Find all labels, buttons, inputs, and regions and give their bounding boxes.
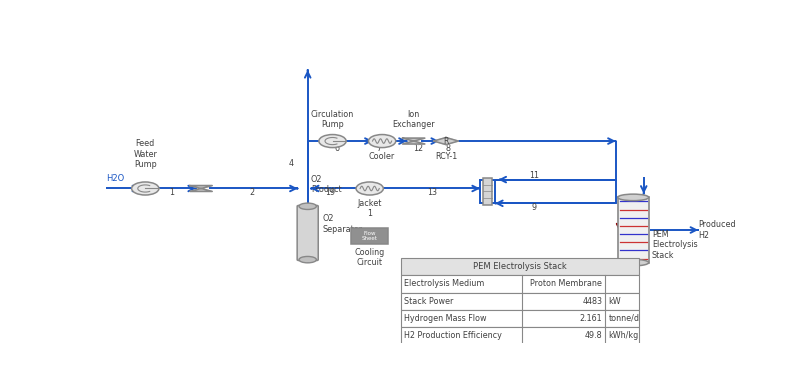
- Text: Circulation
Pump: Circulation Pump: [311, 110, 354, 129]
- Circle shape: [356, 182, 383, 195]
- Bar: [401, 293, 639, 310]
- Bar: [401, 275, 639, 293]
- Polygon shape: [402, 141, 425, 144]
- Text: 19: 19: [326, 188, 336, 198]
- Text: RCY-1: RCY-1: [435, 152, 457, 161]
- Text: 13: 13: [427, 188, 438, 198]
- Text: Produced
H2: Produced H2: [698, 220, 736, 240]
- Circle shape: [369, 134, 396, 147]
- Text: 8: 8: [446, 144, 451, 153]
- Bar: [618, 198, 649, 263]
- Text: Jacket
1: Jacket 1: [358, 199, 382, 218]
- Ellipse shape: [618, 194, 649, 201]
- Polygon shape: [402, 138, 425, 141]
- Text: Stack Power: Stack Power: [404, 297, 453, 306]
- Bar: [401, 258, 639, 275]
- Text: 2: 2: [250, 188, 254, 198]
- Text: 2.161: 2.161: [579, 314, 602, 323]
- Text: H2 Production Efficiency: H2 Production Efficiency: [404, 331, 502, 340]
- Ellipse shape: [299, 203, 316, 209]
- Circle shape: [132, 182, 159, 195]
- Bar: [482, 178, 493, 205]
- Text: 11: 11: [529, 171, 539, 180]
- Ellipse shape: [618, 259, 649, 266]
- Text: 9: 9: [531, 203, 537, 212]
- Text: Flow
Sheet: Flow Sheet: [362, 231, 378, 241]
- Text: Cooler: Cooler: [369, 152, 395, 161]
- Text: tonne/d: tonne/d: [608, 314, 639, 323]
- Text: Electrolysis Medium: Electrolysis Medium: [404, 280, 484, 288]
- Text: 7: 7: [377, 144, 382, 153]
- Text: Cooling
Circuit: Cooling Circuit: [354, 248, 385, 267]
- Text: 12: 12: [413, 144, 423, 153]
- FancyBboxPatch shape: [297, 205, 318, 261]
- Text: Proton Membrane: Proton Membrane: [530, 280, 602, 288]
- Circle shape: [610, 281, 630, 291]
- Text: Feed
Water
Pump: Feed Water Pump: [134, 139, 157, 169]
- Text: 6: 6: [335, 144, 340, 153]
- Text: 4: 4: [289, 159, 294, 168]
- Circle shape: [319, 134, 346, 147]
- Text: PEM
Electrolysis
Stack: PEM Electrolysis Stack: [652, 230, 698, 259]
- Text: kW: kW: [608, 297, 621, 306]
- Text: O2
Product: O2 Product: [310, 175, 342, 194]
- Bar: [351, 228, 388, 244]
- Text: Ion
Exchanger: Ion Exchanger: [393, 110, 435, 129]
- Text: 49.8: 49.8: [585, 331, 602, 340]
- Bar: [401, 310, 639, 327]
- Text: R: R: [443, 137, 449, 146]
- Bar: [401, 327, 639, 344]
- Text: 1: 1: [169, 188, 174, 198]
- Text: Hydrogen Mass Flow: Hydrogen Mass Flow: [404, 314, 486, 323]
- Polygon shape: [190, 186, 212, 189]
- Polygon shape: [434, 137, 458, 145]
- Ellipse shape: [299, 256, 316, 263]
- Text: 4483: 4483: [582, 297, 602, 306]
- Text: PEM Electrolysis Stack: PEM Electrolysis Stack: [473, 262, 567, 271]
- Text: H2O: H2O: [106, 174, 125, 182]
- Text: P-PEM: P-PEM: [582, 282, 606, 291]
- Text: O2
Separator: O2 Separator: [322, 214, 362, 234]
- Polygon shape: [190, 189, 212, 191]
- Text: kWh/kg: kWh/kg: [608, 331, 638, 340]
